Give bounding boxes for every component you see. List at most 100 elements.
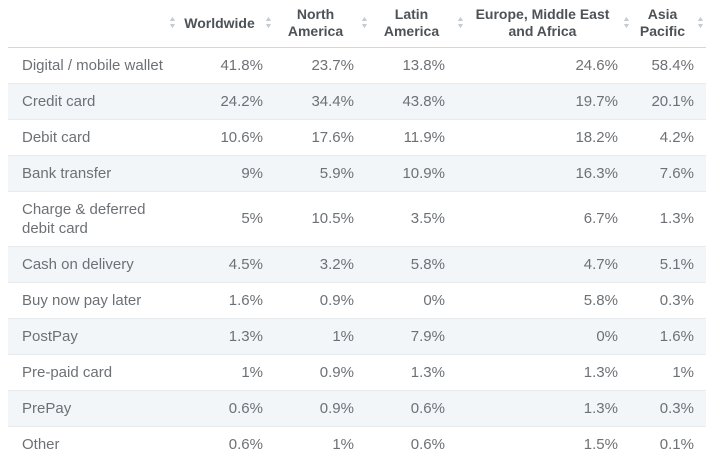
value-cell-worldwide: 0.6% [228, 435, 263, 453]
value-cell-worldwide: 41.8% [220, 56, 263, 74]
value-cell-latin-america: 13.8% [402, 56, 445, 74]
sort-icon[interactable]: ▲ ▼ [696, 16, 705, 31]
sort-asc-icon: ▲ [696, 16, 705, 24]
payment-method-cell: PostPay [22, 327, 78, 345]
sort-icon[interactable]: ▲ ▼ [622, 16, 631, 31]
column-header-emea[interactable]: Europe, Middle East and Africa ▲ ▼ [466, 0, 632, 48]
sort-desc-icon: ▼ [264, 23, 273, 31]
column-header-label: Latin America [383, 5, 440, 40]
value-cell-north-america: 3.2% [319, 255, 354, 273]
value-cell-emea: 19.7% [575, 92, 618, 110]
value-cell-emea: 0% [596, 327, 618, 345]
sort-icon[interactable]: ▲ ▼ [456, 16, 465, 31]
sort-desc-icon: ▼ [696, 23, 705, 31]
column-header-worldwide[interactable]: Worldwide ▲ ▼ [178, 0, 274, 48]
table-row: PrePay 0.6% 0.9% 0.6% 1.3% 0.3% [8, 390, 706, 426]
table-row: Other 0.6% 1% 0.6% 1.5% 0.1% [8, 426, 706, 456]
value-cell-emea: 1.3% [583, 363, 618, 381]
value-cell-worldwide: 5% [241, 210, 263, 227]
payment-method-cell: Bank transfer [22, 164, 112, 182]
value-cell-latin-america: 0% [423, 291, 445, 309]
table-row: PostPay 1.3% 1% 7.9% 0% 1.6% [8, 318, 706, 354]
value-cell-emea: 6.7% [583, 210, 618, 227]
header-row: ▲ ▼ Worldwide ▲ ▼ North America ▲ ▼ [8, 0, 706, 48]
value-cell-latin-america: 7.9% [410, 327, 445, 345]
value-cell-latin-america: 3.5% [410, 210, 445, 227]
payment-method-cell: Credit card [22, 92, 96, 110]
payment-method-cell: Digital / mobile wallet [22, 56, 163, 74]
value-cell-emea: 16.3% [575, 164, 618, 182]
sort-desc-icon: ▼ [360, 23, 369, 31]
payment-method-cell: Other [22, 435, 60, 453]
payment-method-cell: Buy now pay later [22, 291, 142, 309]
table-body: Digital / mobile wallet 41.8% 23.7% 13.8… [8, 47, 706, 456]
sort-icon[interactable]: ▲ ▼ [168, 16, 177, 31]
value-cell-north-america: 1% [332, 435, 354, 453]
value-cell-asia-pacific: 1% [672, 363, 694, 381]
value-cell-north-america: 0.9% [319, 399, 354, 417]
table-row: Bank transfer 9% 5.9% 10.9% 16.3% 7.6% [8, 155, 706, 191]
table-row: Cash on delivery 4.5% 3.2% 5.8% 4.7% 5.1… [8, 246, 706, 282]
value-cell-asia-pacific: 0.3% [659, 291, 694, 309]
column-header-label: Europe, Middle East and Africa [475, 5, 610, 40]
value-cell-north-america: 0.9% [319, 291, 354, 309]
value-cell-asia-pacific: 5.1% [659, 255, 694, 273]
column-header-north-america[interactable]: North America ▲ ▼ [274, 0, 370, 48]
column-header-asia-pacific[interactable]: Asia Pacific ▲ ▼ [632, 0, 706, 48]
sort-desc-icon: ▼ [456, 23, 465, 31]
sort-asc-icon: ▲ [264, 16, 273, 24]
value-cell-worldwide: 24.2% [220, 92, 263, 110]
table-row: Debit card 10.6% 17.6% 11.9% 18.2% 4.2% [8, 119, 706, 155]
value-cell-asia-pacific: 7.6% [659, 164, 694, 182]
value-cell-worldwide: 1.6% [228, 291, 263, 309]
sort-asc-icon: ▲ [622, 16, 631, 24]
value-cell-asia-pacific: 4.2% [659, 128, 694, 146]
payment-methods-table: ▲ ▼ Worldwide ▲ ▼ North America ▲ ▼ [8, 0, 706, 456]
table-row: Pre-paid card 1% 0.9% 1.3% 1.3% 1% [8, 354, 706, 390]
payment-method-cell: Cash on delivery [22, 255, 134, 273]
table-row: Credit card 24.2% 34.4% 43.8% 19.7% 20.1… [8, 83, 706, 119]
value-cell-north-america: 23.7% [311, 56, 354, 74]
column-header-label: Asia Pacific [639, 5, 686, 40]
payment-method-cell: Charge & deferred debit card [22, 200, 146, 237]
value-cell-asia-pacific: 1.6% [659, 327, 694, 345]
value-cell-emea: 5.8% [583, 291, 618, 309]
value-cell-asia-pacific: 0.1% [659, 435, 694, 453]
value-cell-latin-america: 43.8% [402, 92, 445, 110]
value-cell-north-america: 17.6% [311, 128, 354, 146]
sort-icon[interactable]: ▲ ▼ [360, 16, 369, 31]
table-header: ▲ ▼ Worldwide ▲ ▼ North America ▲ ▼ [8, 0, 706, 48]
value-cell-latin-america: 0.6% [410, 435, 445, 453]
column-header-payment-method[interactable]: ▲ ▼ [8, 0, 178, 48]
value-cell-latin-america: 11.9% [403, 128, 445, 146]
table-row: Charge & deferred debit card 5% 10.5% 3.… [8, 191, 706, 246]
column-header-label: North America [287, 5, 344, 40]
value-cell-emea: 4.7% [583, 255, 618, 273]
payment-method-cell: PrePay [22, 399, 72, 417]
value-cell-asia-pacific: 1.3% [659, 210, 694, 227]
value-cell-north-america: 5.9% [319, 164, 354, 182]
value-cell-emea: 18.2% [575, 128, 618, 146]
value-cell-worldwide: 1.3% [228, 327, 263, 345]
value-cell-asia-pacific: 20.1% [651, 92, 694, 110]
value-cell-north-america: 34.4% [311, 92, 354, 110]
value-cell-latin-america: 10.9% [402, 164, 445, 182]
table-row: Digital / mobile wallet 41.8% 23.7% 13.8… [8, 47, 706, 83]
value-cell-asia-pacific: 58.4% [651, 56, 694, 74]
value-cell-asia-pacific: 0.3% [659, 399, 694, 417]
sort-asc-icon: ▲ [168, 16, 177, 24]
value-cell-north-america: 0.9% [319, 363, 354, 381]
table-row: Buy now pay later 1.6% 0.9% 0% 5.8% 0.3% [8, 282, 706, 318]
value-cell-worldwide: 4.5% [228, 255, 263, 273]
value-cell-north-america: 1% [332, 327, 354, 345]
sort-icon[interactable]: ▲ ▼ [264, 16, 273, 31]
sort-desc-icon: ▼ [622, 23, 631, 31]
column-header-latin-america[interactable]: Latin America ▲ ▼ [370, 0, 466, 48]
value-cell-latin-america: 0.6% [410, 399, 445, 417]
sort-asc-icon: ▲ [360, 16, 369, 24]
sort-desc-icon: ▼ [168, 23, 177, 31]
value-cell-north-america: 10.5% [311, 210, 354, 227]
value-cell-latin-america: 1.3% [410, 363, 445, 381]
sort-asc-icon: ▲ [456, 16, 465, 24]
